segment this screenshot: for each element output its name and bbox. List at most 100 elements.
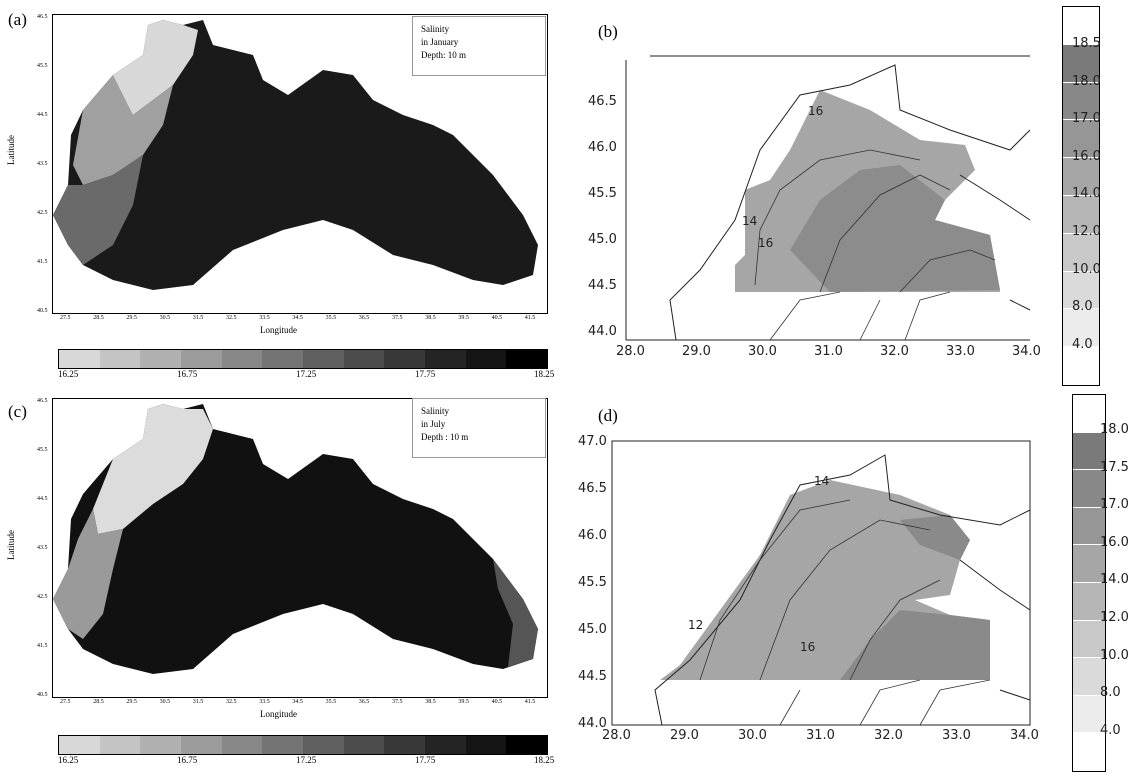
panel-c-legend-line3: Depth : 10 m (421, 432, 469, 442)
panel-a-colorbar-tick: 18.25 (534, 369, 555, 379)
panel-b-ytick: 45.5 (588, 186, 617, 201)
panel-c-ylabel: Latitude (6, 530, 16, 560)
panel-c-colorbar (58, 735, 548, 755)
panel-c-colorbar-tick: 17.25 (296, 755, 317, 765)
panel-a-shelf-mid (73, 75, 173, 185)
panel-c-colorbar-swatch (99, 736, 141, 754)
panel-d-colorbar-swatch (1073, 582, 1105, 621)
panel-c-colorbar-swatch (221, 736, 263, 754)
panel-d-colorbar-swatch (1073, 695, 1105, 734)
panel-b-colorbar-label: 12.0 (1072, 224, 1101, 239)
panel-b-colorbar-swatch (1063, 120, 1099, 159)
panel-d-xtick: 33.0 (942, 728, 971, 743)
panel-c-ytick: 42.5 (37, 594, 48, 600)
panel-d-colorbar-label: 17.5 (1100, 459, 1129, 475)
panel-a-colorbar-swatch (262, 350, 304, 368)
panel-b-colorbar-swatch (1063, 271, 1099, 310)
panel-d-contour-label: 14 (814, 474, 830, 488)
panel-d-xtick: 31.0 (806, 728, 835, 743)
panel-d-xtick: 29.0 (670, 728, 699, 743)
panel-c-xtick: 29.5 (126, 699, 137, 705)
panel-d-colorbar-swatch (1073, 545, 1105, 583)
panel-a-xtick: 35.5 (325, 315, 337, 321)
panel-a-xtick: 33.5 (259, 315, 270, 321)
panel-d-colorbar-label: 16.0 (1100, 534, 1129, 550)
panel-c-colorbar-swatch (465, 736, 507, 754)
panel-d-colorbar (1072, 394, 1106, 772)
panel-b-shelf (735, 90, 1000, 292)
panel-a-label: (a) (8, 10, 27, 29)
panel-b-colorbar-swatch (1063, 82, 1099, 121)
panel-c-xlabel: Longitude (260, 709, 297, 719)
panel-c-colorbar-swatch (303, 736, 344, 754)
panel-a-colorbar-swatch (384, 350, 426, 368)
panel-c-xtick: 38.5 (425, 699, 436, 705)
panel-d-ytick: 44.0 (578, 716, 607, 731)
panel-b-xtick: 30.0 (748, 344, 777, 359)
panel-c-colorbar-swatch (181, 736, 222, 754)
panel-c-colorbar-swatch (425, 736, 466, 754)
panel-c-xtick: 36.5 (358, 699, 370, 705)
panel-a-colorbar (58, 349, 548, 369)
panel-a-ylabel: Latitude (6, 135, 16, 165)
panel-b-contour-1 (754, 149, 921, 286)
panel-d-ytick: 47.0 (578, 434, 607, 449)
panel-a-ytick: 43.5 (37, 161, 48, 167)
panel-b-colorbar-label: 16.0 (1072, 148, 1101, 164)
panel-c-ytick: 46.5 (37, 398, 48, 404)
panel-d-colorbar-label: 12.0 (1100, 610, 1129, 625)
panel-a-colorbar-swatch (140, 350, 182, 368)
panel-a-colorbar-swatch (59, 350, 100, 368)
panel-a-xtick: 39.5 (458, 315, 469, 321)
panel-d-xtick: 34.0 (1010, 728, 1039, 743)
panel-b-colorbar-swatch (1063, 195, 1099, 234)
panel-a-xtick: 28.5 (93, 315, 104, 321)
panel-a-colorbar-swatch (506, 350, 548, 368)
panel-a-xtick: 38.5 (425, 315, 436, 321)
panel-c-legend-line1: Salinity (421, 406, 450, 416)
panel-d-contour-2 (759, 519, 931, 681)
panel-b-colorbar-label: 18.0 (1072, 73, 1101, 89)
panel-c-xtick: 33.5 (259, 699, 270, 705)
panel-b-contour-label: 16 (808, 104, 824, 118)
panel-d-colorbar-label: 10.0 (1100, 647, 1129, 663)
panel-a-legend-line1: Salinity (421, 24, 450, 34)
panel-c-xtick: 28.5 (93, 699, 104, 705)
panel-d-ytick: 46.5 (578, 481, 607, 496)
panel-b-contour-label: 14 (742, 214, 758, 228)
panel-d-ytick: 46.0 (578, 528, 607, 543)
panel-b-xtick: 33.0 (946, 344, 975, 359)
panel-d-ytick: 44.5 (578, 669, 607, 684)
panel-b-colorbar-swatch (1063, 309, 1099, 348)
panel-c-ytick: 40.5 (37, 692, 48, 698)
panel-c-legend: Salinity in July Depth : 10 m (412, 398, 546, 458)
panel-c-colorbar-tick: 18.25 (534, 755, 555, 765)
panel-b-colorbar-swatch (1063, 158, 1099, 196)
panel-b-shelf-dark (790, 165, 1000, 292)
panel-d-colorbar-label: 17.0 (1100, 497, 1129, 513)
panel-b-ytick: 46.5 (588, 94, 617, 109)
panel-a-xtick: 27.5 (60, 315, 71, 321)
panel-d-ytick: 45.5 (578, 575, 607, 590)
panel-a-colorbar-tick: 16.25 (58, 369, 79, 379)
panel-d-contour-3 (849, 579, 941, 681)
panel-c-colorbar-swatch (262, 736, 304, 754)
panel-c-xtick: 35.5 (325, 699, 337, 705)
panel-c-ytick: 44.5 (37, 496, 48, 502)
panel-a-shelf-dark (53, 155, 143, 265)
panel-a-shelf-light (113, 20, 198, 115)
panel-a-xtick: 32.5 (226, 315, 237, 321)
panel-a-xtick: 34.5 (292, 315, 303, 321)
panel-d-xtick: 28.0 (602, 728, 631, 743)
panel-a-sea-outer (53, 20, 538, 290)
panel-a-colorbar-swatch (343, 350, 385, 368)
panel-d-colorbar-label: 4.0 (1100, 722, 1121, 738)
panel-d-colorbar-swatch (1073, 470, 1105, 508)
panel-b-colorbar-swatch (1063, 7, 1099, 45)
panel-d-label: (d) (598, 406, 618, 425)
panel-b-xtick: 32.0 (880, 344, 909, 359)
panel-a-ytick: 40.5 (37, 308, 48, 314)
panel-c-xtick: 34.5 (292, 699, 303, 705)
panel-a-legend-line3: Depth: 10 m (421, 50, 466, 60)
panel-a-xtick: 37.5 (392, 315, 403, 321)
